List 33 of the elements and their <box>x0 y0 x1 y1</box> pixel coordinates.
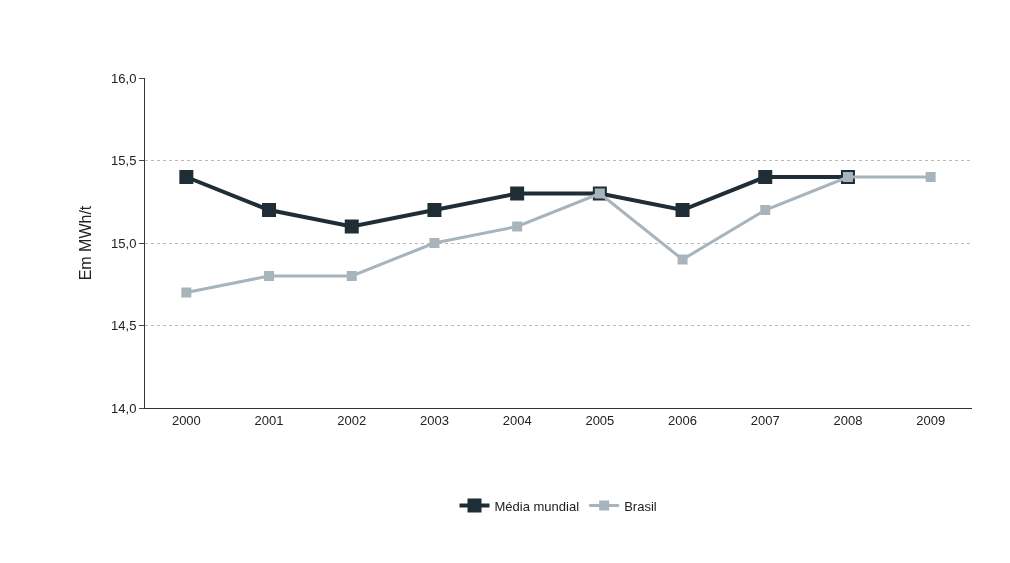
x-tick-label: 2006 <box>668 412 698 428</box>
point <box>760 205 771 215</box>
point <box>677 254 688 265</box>
x-tick-label: 2004 <box>502 412 532 428</box>
y-tick-label: 16,0 <box>111 70 137 86</box>
point <box>346 271 357 281</box>
point <box>181 287 192 298</box>
point <box>429 238 440 248</box>
y-tick-label: 14,5 <box>111 318 137 334</box>
x-tick-label: 2009 <box>916 412 946 428</box>
point <box>179 170 194 184</box>
x-tick-label: 2000 <box>171 412 201 428</box>
point <box>758 170 773 184</box>
legend-label: Brasil <box>624 498 657 514</box>
y-tick-label: 15,5 <box>111 153 137 169</box>
point <box>675 203 690 217</box>
point <box>925 172 936 182</box>
point <box>262 203 277 217</box>
y-tick-label: 14,0 <box>111 400 137 416</box>
point <box>264 271 275 281</box>
x-tick-label: 2005 <box>585 412 615 428</box>
x-tick-label: 2008 <box>833 412 863 428</box>
point <box>510 186 525 201</box>
point <box>512 221 523 232</box>
x-tick-label: 2007 <box>750 412 780 428</box>
legend-label: Média mundial <box>494 498 580 514</box>
y-tick-label: 15,0 <box>111 235 137 251</box>
y-axis-title: Em MWh/t <box>76 205 94 281</box>
x-tick-label: 2002 <box>337 412 367 428</box>
point <box>427 203 442 217</box>
point <box>344 219 359 234</box>
x-tick-label: 2003 <box>419 412 449 428</box>
x-tick-label: 2001 <box>254 412 284 428</box>
